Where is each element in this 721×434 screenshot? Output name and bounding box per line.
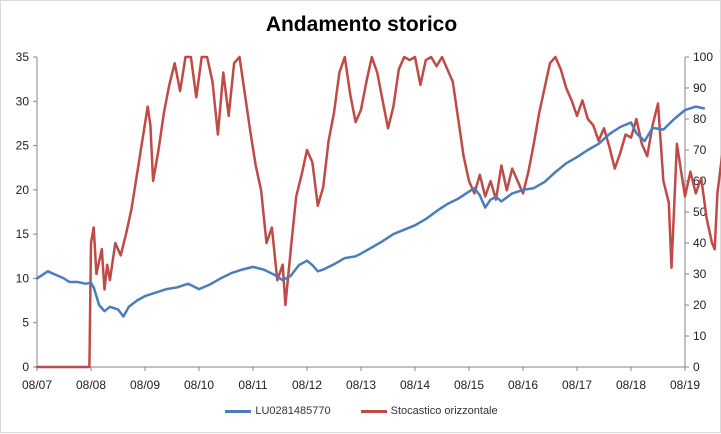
x-tick-label: 08/11: [238, 378, 267, 392]
y-right-tick-label: 40: [693, 236, 707, 250]
y-left-tick-label: 10: [16, 271, 30, 285]
x-tick-label: 08/12: [292, 378, 322, 392]
legend-label-series-2: Stocastico orizzontale: [390, 405, 498, 417]
y-right-tick-label: 10: [693, 329, 707, 343]
y-right-tick-label: 0: [693, 360, 700, 374]
y-left-tick-label: 15: [16, 227, 30, 241]
x-tick-label: 08/19: [670, 378, 700, 392]
x-tick-label: 08/18: [616, 378, 646, 392]
y-right-tick-label: 50: [693, 205, 707, 219]
series-line-1: [35, 105, 706, 318]
legend-item-series-2: Stocastico orizzontale: [360, 405, 498, 417]
y-right-tick-label: 30: [693, 267, 707, 281]
y-right-tick-label: 70: [693, 143, 707, 157]
chart-legend: LU0281485770 Stocastico orizzontale: [1, 405, 721, 417]
x-tick-label: 08/17: [562, 378, 592, 392]
legend-label-series-1: LU0281485770: [255, 405, 331, 417]
y-right-tick-label: 20: [693, 298, 707, 312]
y-left-tick-label: 0: [22, 360, 29, 374]
x-tick-label: 08/14: [400, 378, 430, 392]
x-tick-label: 08/16: [508, 378, 538, 392]
y-left-tick-label: 20: [16, 183, 30, 197]
y-left-tick-label: 5: [22, 316, 29, 330]
legend-swatch-series-2: [360, 409, 387, 413]
legend-swatch-series-1: [225, 409, 252, 413]
y-left-tick-label: 35: [16, 50, 30, 64]
y-left-tick-label: 25: [16, 139, 30, 153]
y-left-tick-label: 30: [16, 94, 30, 108]
y-right-tick-label: 80: [693, 112, 707, 126]
series-line-2: [35, 55, 721, 369]
legend-item-series-1: LU0281485770: [225, 405, 331, 417]
chart-title: Andamento storico: [265, 13, 458, 36]
x-tick-label: 08/07: [22, 378, 52, 392]
y-right-tick-label: 90: [693, 81, 707, 95]
x-tick-label: 08/09: [130, 378, 160, 392]
x-tick-label: 08/10: [184, 378, 214, 392]
x-tick-label: 08/13: [346, 378, 376, 392]
y-right-tick-label: 100: [693, 50, 713, 64]
x-tick-label: 08/15: [454, 378, 484, 392]
x-tick-label: 08/08: [76, 378, 106, 392]
